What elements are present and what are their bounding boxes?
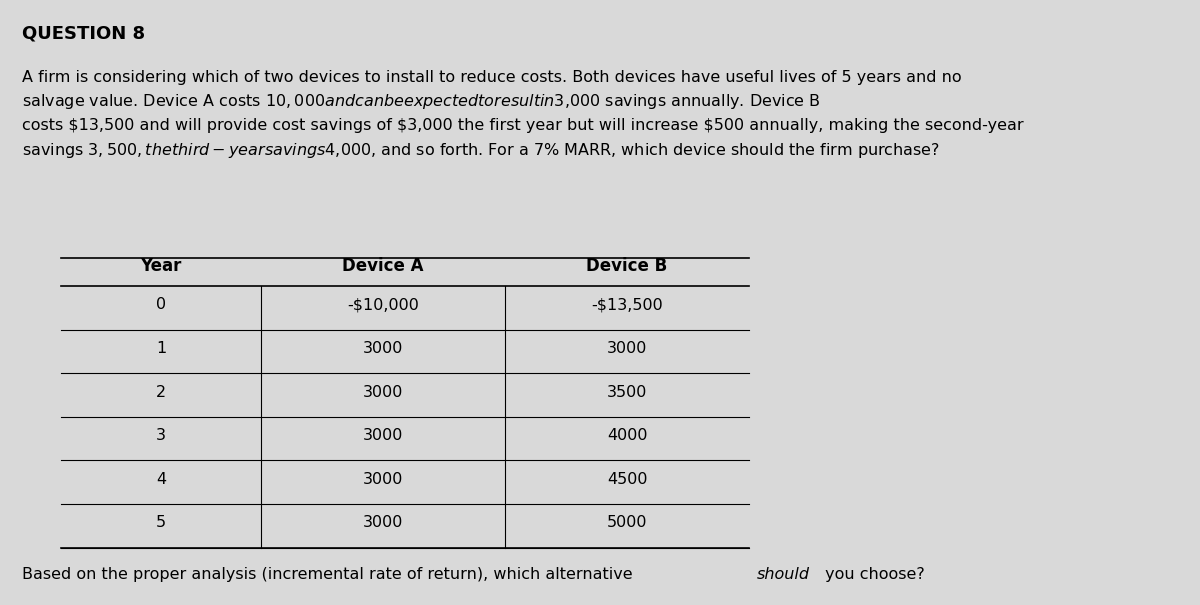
Text: Based on the proper analysis (incremental rate of return), which alternative: Based on the proper analysis (incrementa…	[22, 567, 638, 582]
Text: you choose?: you choose?	[821, 567, 925, 582]
Text: 5000: 5000	[607, 515, 647, 530]
Text: Device B: Device B	[587, 257, 667, 275]
Text: 3000: 3000	[362, 341, 403, 356]
Text: 0: 0	[156, 298, 166, 312]
Text: Device A: Device A	[342, 257, 424, 275]
Text: -$10,000: -$10,000	[347, 298, 419, 312]
Text: 3000: 3000	[362, 428, 403, 443]
Text: 4500: 4500	[607, 472, 647, 486]
Text: 4: 4	[156, 472, 166, 486]
Text: 3000: 3000	[362, 515, 403, 530]
Text: -$13,500: -$13,500	[592, 298, 662, 312]
Text: 3000: 3000	[362, 385, 403, 399]
Text: 4000: 4000	[607, 428, 647, 443]
Text: 3: 3	[156, 428, 166, 443]
Text: Year: Year	[140, 257, 181, 275]
Text: 1: 1	[156, 341, 166, 356]
Text: A firm is considering which of two devices to install to reduce costs. Both devi: A firm is considering which of two devic…	[22, 70, 1024, 160]
Text: should: should	[757, 567, 810, 582]
Text: 3000: 3000	[362, 472, 403, 486]
Text: 3000: 3000	[607, 341, 647, 356]
Text: 3500: 3500	[607, 385, 647, 399]
Text: 5: 5	[156, 515, 166, 530]
Text: QUESTION 8: QUESTION 8	[22, 24, 145, 42]
Text: 2: 2	[156, 385, 166, 399]
